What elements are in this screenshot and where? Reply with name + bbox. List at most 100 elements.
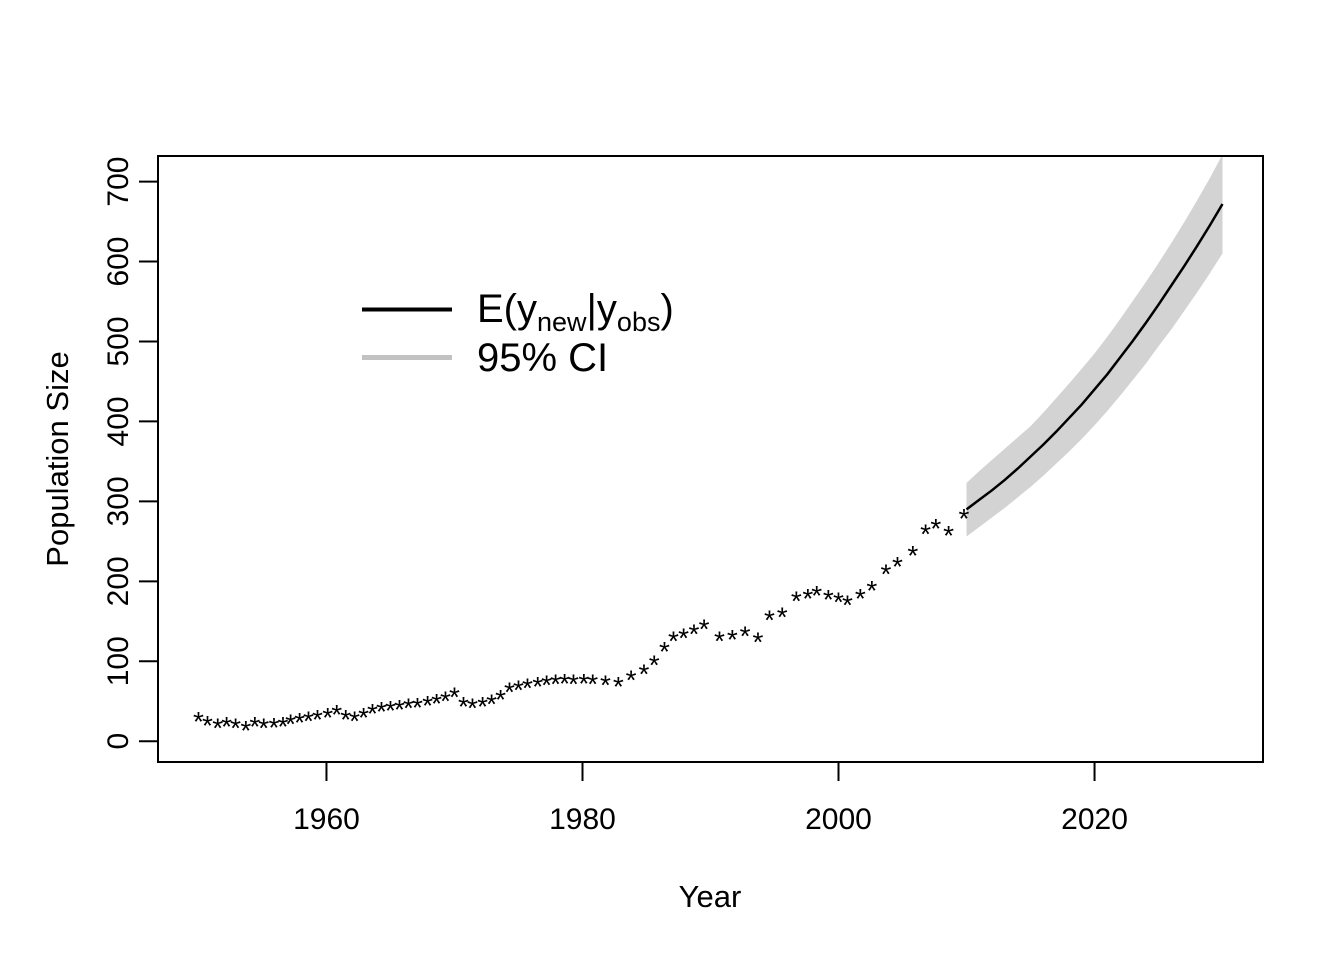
observed-point-marker: *	[385, 695, 396, 726]
x-axis-ticks: 1960 1980 2000 2020	[293, 762, 1128, 836]
observed-point-marker: *	[269, 712, 280, 743]
observed-point-marker: *	[221, 711, 232, 742]
observed-point-marker: *	[358, 702, 369, 733]
observed-point-marker: *	[740, 621, 751, 652]
observed-point-marker: *	[403, 693, 414, 724]
y-axis-title: Population Size	[40, 351, 75, 566]
observed-point-marker: *	[823, 584, 834, 615]
ci-band	[966, 156, 1223, 537]
observed-point-marker: *	[303, 705, 314, 736]
observed-point-marker: *	[811, 580, 822, 611]
plot-area: ** *** *** ****** *********** ****** ****** ***…	[157, 155, 1264, 763]
observed-point-marker: *	[193, 706, 204, 737]
observed-point-marker: *	[892, 551, 903, 582]
observed-point-marker: *	[522, 673, 533, 704]
y-tick-label: 400	[102, 396, 135, 446]
observed-point-marker: *	[930, 513, 941, 544]
observed-point-marker: *	[802, 583, 813, 614]
observed-point-marker: *	[907, 540, 918, 571]
observed-point-marker: *	[668, 626, 679, 657]
y-tick-label: 300	[102, 476, 135, 526]
legend-mean-label: E(ynew|yobs)	[477, 287, 674, 337]
observed-point-marker: *	[240, 715, 251, 746]
observed-point-marker: *	[422, 690, 433, 721]
y-tick-label: 0	[102, 733, 135, 750]
observed-point-marker: *	[230, 713, 241, 744]
observed-point-marker: *	[467, 693, 478, 724]
observed-point-marker: *	[578, 668, 589, 699]
observed-point-marker: *	[777, 602, 788, 633]
legend: E(ynew|yobs) 95% CI	[362, 287, 674, 380]
observed-point-marker: *	[294, 707, 305, 738]
observed-point-marker: *	[513, 674, 524, 705]
observed-point-marker: *	[367, 698, 378, 729]
observed-point-marker: *	[678, 622, 689, 653]
observed-point-marker: *	[285, 709, 296, 740]
observed-point-marker: *	[550, 669, 561, 700]
observed-point-marker: *	[833, 586, 844, 617]
observed-point-marker: *	[626, 665, 637, 696]
observed-point-marker: *	[855, 583, 866, 614]
observed-point-marker: *	[842, 590, 853, 621]
observed-point-marker: *	[212, 713, 223, 744]
y-axis-ticks: 0 100 200 300 400 500 600 700	[102, 157, 158, 750]
observed-point-marker: *	[699, 614, 710, 645]
observed-points: ** *** *** ****** *********** ****** ****** ***…	[193, 503, 970, 746]
observed-point-marker: *	[791, 586, 802, 617]
observed-point-marker: *	[587, 669, 598, 700]
observed-point-marker: *	[600, 670, 611, 701]
observed-point-marker: *	[752, 626, 763, 657]
observed-point-marker: *	[880, 558, 891, 589]
legend-label-text: E(y	[477, 287, 537, 331]
x-tick-label: 2020	[1061, 803, 1128, 836]
y-axis: 0 100 200 300 400 500 600 700 Population Size	[40, 157, 158, 750]
observed-point-marker: *	[866, 575, 877, 606]
observed-point-marker: *	[440, 685, 451, 716]
x-tick-label: 1960	[293, 803, 360, 836]
observed-point-marker: *	[349, 705, 360, 736]
observed-point-marker: *	[477, 691, 488, 722]
observed-point-marker: *	[613, 671, 624, 702]
observed-point-marker: *	[568, 669, 579, 700]
y-tick-label: 700	[102, 157, 135, 207]
observed-point-marker: *	[559, 668, 570, 699]
observed-point-marker: *	[504, 677, 515, 708]
observed-point-marker: *	[340, 704, 351, 735]
observed-point-marker: *	[331, 699, 342, 730]
observed-point-marker: *	[312, 704, 323, 735]
observed-point-marker: *	[431, 688, 442, 719]
forecast-mean-line	[965, 203, 1224, 511]
observed-point-marker: *	[943, 520, 954, 551]
observed-point-marker: *	[764, 605, 775, 636]
observed-point-marker: *	[920, 518, 931, 549]
observed-point-marker: *	[322, 702, 333, 733]
y-tick-label: 200	[102, 556, 135, 606]
observed-point-marker: *	[458, 691, 469, 722]
y-tick-label: 600	[102, 236, 135, 286]
observed-point-marker: *	[649, 650, 660, 681]
observed-point-marker: *	[688, 618, 699, 649]
observed-point-marker: *	[638, 658, 649, 689]
observed-point-marker: *	[277, 711, 288, 742]
observed-point-marker: *	[249, 711, 260, 742]
observed-point-marker: *	[412, 692, 423, 723]
observed-point-marker: *	[258, 713, 269, 744]
x-tick-label: 1980	[549, 803, 616, 836]
observed-point-marker: *	[449, 681, 460, 712]
observed-point-marker: *	[202, 710, 213, 741]
legend-label-text: |y	[587, 287, 617, 331]
observed-point-marker: *	[714, 626, 725, 657]
observed-point-marker: *	[659, 636, 670, 667]
observed-point-marker: *	[541, 670, 552, 701]
x-tick-label: 2000	[805, 803, 872, 836]
x-axis: 1960 1980 2000 2020 Year	[293, 762, 1128, 914]
observed-point-marker: *	[394, 694, 405, 725]
y-tick-label: 100	[102, 636, 135, 686]
y-tick-label: 500	[102, 316, 135, 366]
observed-point-marker: *	[532, 671, 543, 702]
legend-ci-label: 95% CI	[477, 336, 608, 380]
observed-point-marker: *	[959, 503, 970, 534]
observed-point-marker: *	[486, 689, 497, 720]
